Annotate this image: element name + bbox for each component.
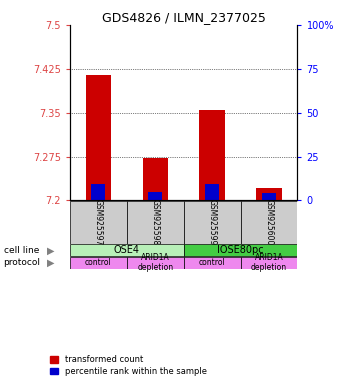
FancyBboxPatch shape xyxy=(184,245,298,256)
Text: cell line: cell line xyxy=(4,246,39,255)
Text: ARID1A
depletion: ARID1A depletion xyxy=(137,253,173,272)
FancyBboxPatch shape xyxy=(184,257,240,268)
FancyBboxPatch shape xyxy=(127,257,184,268)
Legend: transformed count, percentile rank within the sample: transformed count, percentile rank withi… xyxy=(50,356,206,376)
Text: protocol: protocol xyxy=(4,258,41,267)
Bar xyxy=(142,158,168,200)
FancyBboxPatch shape xyxy=(241,201,298,244)
FancyBboxPatch shape xyxy=(127,201,184,244)
Bar xyxy=(199,110,225,200)
Bar xyxy=(262,194,276,200)
Text: GSM925600: GSM925600 xyxy=(265,199,274,245)
Text: GSM925597: GSM925597 xyxy=(94,199,103,245)
Bar xyxy=(86,74,111,200)
Text: control: control xyxy=(85,258,112,267)
Text: GSM925599: GSM925599 xyxy=(208,199,217,245)
Text: ▶: ▶ xyxy=(47,258,55,268)
FancyBboxPatch shape xyxy=(184,201,240,244)
FancyBboxPatch shape xyxy=(70,201,127,244)
Bar xyxy=(256,187,282,200)
Text: IOSE80pc: IOSE80pc xyxy=(217,245,264,255)
FancyBboxPatch shape xyxy=(70,257,127,268)
Text: ▶: ▶ xyxy=(47,245,55,255)
Bar xyxy=(91,184,105,200)
Title: GDS4826 / ILMN_2377025: GDS4826 / ILMN_2377025 xyxy=(102,11,266,24)
Text: ARID1A
depletion: ARID1A depletion xyxy=(251,253,287,272)
Bar xyxy=(205,184,219,200)
FancyBboxPatch shape xyxy=(241,257,298,268)
Text: GSM925598: GSM925598 xyxy=(151,199,160,245)
Bar xyxy=(148,192,162,200)
Text: OSE4: OSE4 xyxy=(114,245,140,255)
Text: control: control xyxy=(199,258,225,267)
FancyBboxPatch shape xyxy=(70,245,184,256)
